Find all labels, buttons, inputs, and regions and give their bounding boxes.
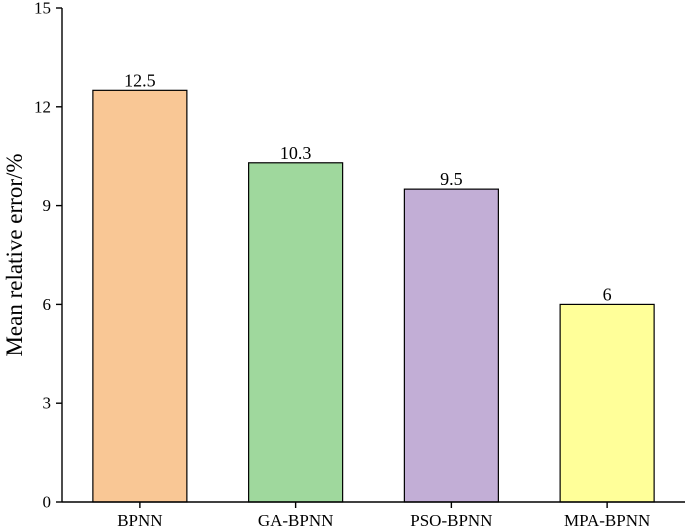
y-tick-label: 12 xyxy=(34,97,51,116)
y-tick-label: 0 xyxy=(43,493,52,512)
y-tick-label: 3 xyxy=(43,394,52,413)
bar-bpnn xyxy=(92,89,188,503)
y-axis-title: Mean relative error/% xyxy=(2,153,27,356)
x-tick-label-mpa-bpnn: MPA-BPNN xyxy=(564,511,650,530)
axes-layer xyxy=(61,8,685,503)
data-label-bpnn: 12.5 xyxy=(124,70,156,90)
data-label-ga-bpnn: 10.3 xyxy=(280,143,312,163)
data-label-mpa-bpnn: 6 xyxy=(603,284,612,304)
y-ticks-layer: 0 3 6 9 12 15 xyxy=(34,0,62,512)
bars-layer xyxy=(92,89,655,503)
bar-mpa-bpnn xyxy=(559,303,655,503)
x-ticks-layer: BPNN GA-BPNN PSO-BPNN MPA-BPNN xyxy=(117,502,650,530)
bar-ga-bpnn xyxy=(248,162,344,503)
y-tick-label: 15 xyxy=(34,0,51,18)
x-tick-label-ga-bpnn: GA-BPNN xyxy=(258,511,334,530)
x-tick-label-pso-bpnn: PSO-BPNN xyxy=(410,511,492,530)
x-tick-label-bpnn: BPNN xyxy=(117,511,162,530)
data-label-pso-bpnn: 9.5 xyxy=(440,169,463,189)
bar-pso-bpnn xyxy=(403,188,499,503)
y-tick-label: 9 xyxy=(43,196,52,215)
data-labels-layer: 12.5 10.3 9.5 6 xyxy=(124,70,612,304)
y-tick-label: 6 xyxy=(43,295,52,314)
